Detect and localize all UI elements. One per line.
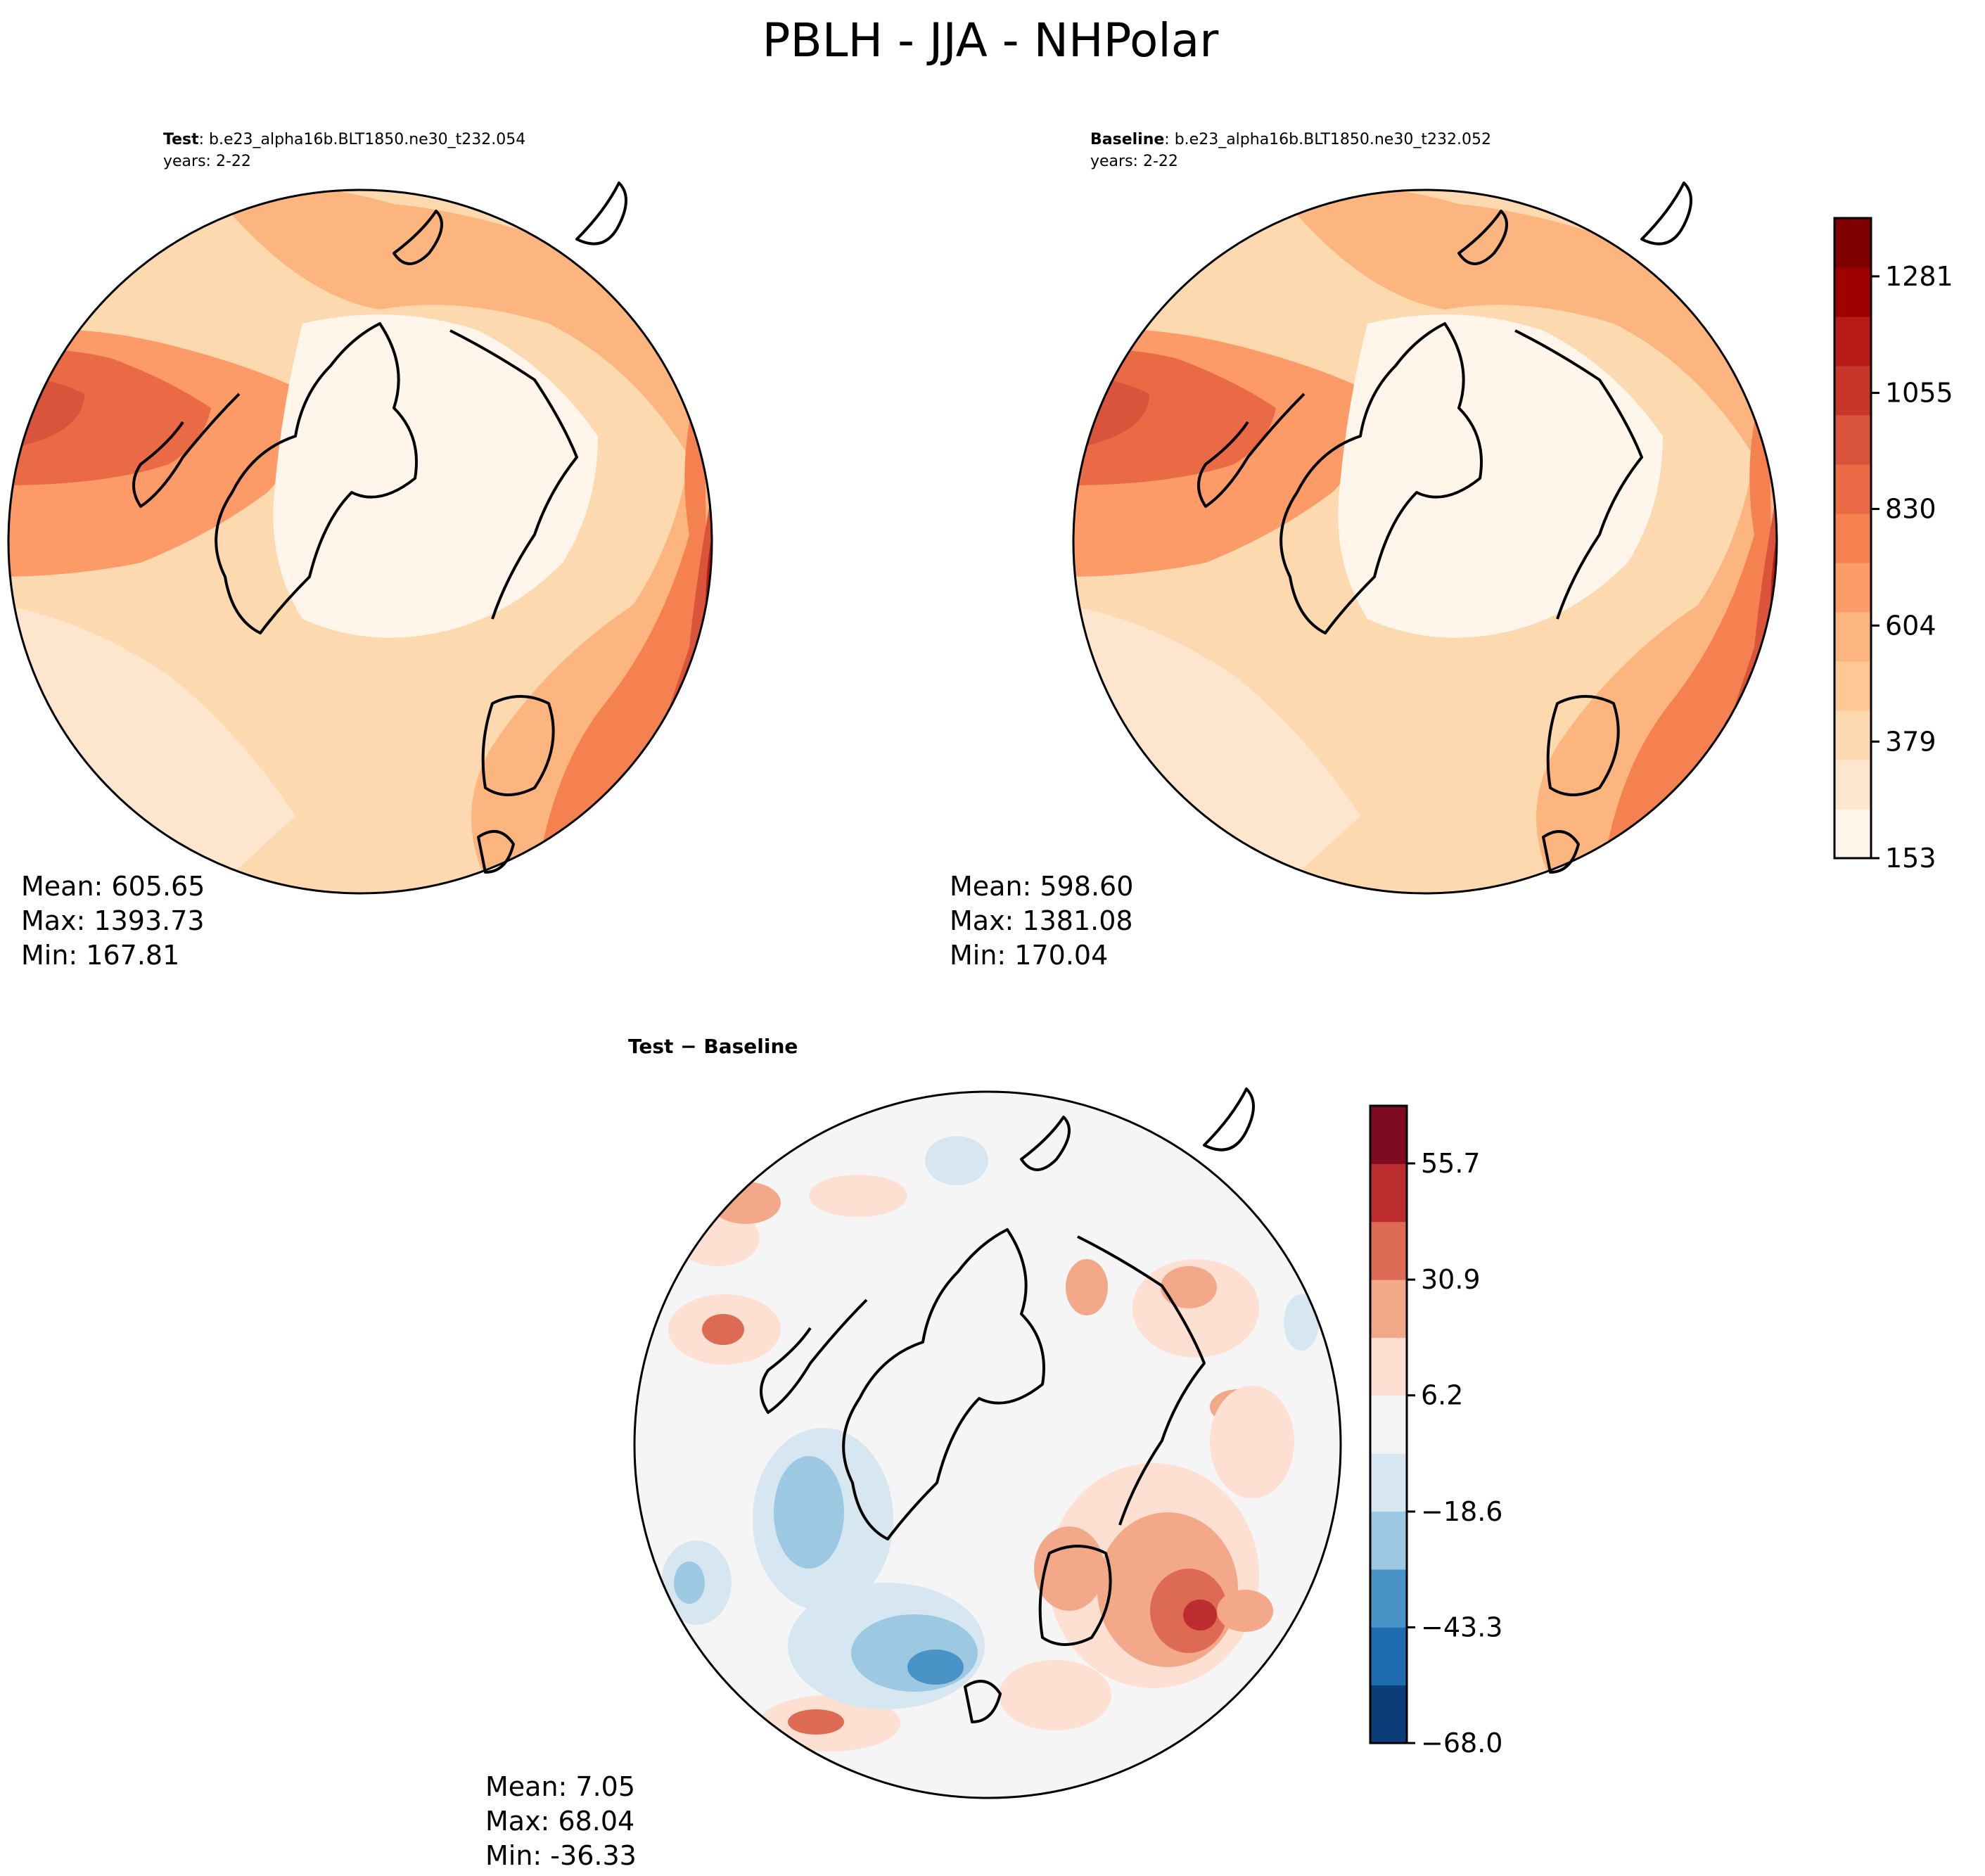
baseline-coastlines [1197,181,1692,874]
svg-text:Baseline: b.e23_alpha16b.BLT18: Baseline: b.e23_alpha16b.BLT1850.ne30_t2… [1090,131,1491,148]
difference-stat-min: Min: -36.33 [485,1840,637,1871]
difference-colorbar-segment [1370,1106,1407,1164]
test-stat-max: Max: 1393.73 [21,905,205,936]
test-stat-min: Min: 167.81 [21,940,179,971]
difference-colorbar-segment [1370,1221,1407,1280]
test-coastlines [132,181,627,874]
absolute-colorbar-segment [1834,464,1871,514]
difference-colorbar-segment [1370,1511,1407,1570]
absolute-colorbar-segment [1834,267,1871,317]
absolute-colorbar-tick-label: 153 [1885,843,1936,874]
difference-colorbar-frame [1369,1104,1408,1744]
absolute-colorbar-segment [1834,563,1871,613]
absolute-colorbar-segment [1834,366,1871,416]
test-years: years: 2-22 [163,153,251,170]
absolute-colorbar-segment [1834,317,1871,366]
test-panel-label: Test [163,131,199,148]
absolute-colorbar-tick-label: 1281 [1885,261,1953,292]
difference-field [634,1092,1341,1798]
baseline-panel-label: Baseline [1090,131,1164,148]
difference-panel-label: Test − Baseline [628,1035,798,1058]
absolute-colorbar-segment [1834,809,1871,859]
difference-colorbar-tick-label: −43.3 [1421,1612,1502,1642]
difference-colorbar-segment [1370,1280,1407,1338]
difference-colorbar-segment [1370,1395,1407,1454]
difference-colorbar-tick-label: 6.2 [1421,1380,1463,1411]
absolute-colorbar-segment [1834,760,1871,810]
absolute-colorbar-segment [1834,710,1871,760]
difference-colorbar-segment [1370,1163,1407,1223]
baseline-stat-mean: Mean: 598.60 [950,871,1133,902]
test-stat-mean: Mean: 605.65 [21,871,205,902]
difference-colorbar-tick-label: −18.6 [1421,1496,1502,1527]
test-map-boundary [7,189,713,895]
figure-title: PBLH - JJA - NHPolar [762,13,1220,68]
baseline-stat-max: Max: 1381.08 [950,905,1133,936]
difference-colorbar-tick-label: −68.0 [1421,1728,1502,1759]
absolute-colorbar-tick-label: 604 [1885,610,1936,641]
difference-colorbar-segment [1370,1337,1407,1396]
absolute-colorbar-tick-label: 379 [1885,726,1936,757]
absolute-colorbar-segment [1834,612,1871,662]
difference-coastlines [760,1087,1255,1723]
absolute-colorbar: 153 379 604 830 1055 1281 [1833,217,1953,874]
difference-map-boundary [633,1090,1342,1799]
absolute-colorbar-segment [1834,661,1871,711]
difference-colorbar: −68.0 −43.3 −18.6 6.2 30.9 55.7 [1369,1104,1502,1759]
difference-colorbar-segment [1370,1627,1407,1686]
difference-colorbar-tick-label: 55.7 [1421,1148,1481,1179]
absolute-colorbar-segment [1834,218,1871,268]
baseline-map-boundary [1072,189,1778,895]
absolute-colorbar-segment [1834,415,1871,465]
difference-stat-mean: Mean: 7.05 [485,1771,635,1802]
absolute-colorbar-tick-label: 830 [1885,494,1936,525]
absolute-colorbar-frame [1833,217,1872,860]
baseline-case-name: : b.e23_alpha16b.BLT1850.ne30_t232.052 [1164,131,1491,148]
difference-colorbar-segment [1370,1685,1407,1744]
baseline-years: years: 2-22 [1090,153,1178,170]
difference-map-panel: Test − Baseline [485,1035,1342,1871]
baseline-stat-min: Min: 170.04 [950,940,1108,971]
difference-colorbar-segment [1370,1569,1407,1628]
difference-colorbar-segment [1370,1453,1407,1512]
test-map-panel: Test: b.e23_alpha16b.BLT1850.ne30_t232.0… [7,131,713,971]
difference-colorbar-tick-label: 30.9 [1421,1264,1481,1295]
absolute-colorbar-segment [1834,513,1871,563]
baseline-map-panel: Baseline: b.e23_alpha16b.BLT1850.ne30_t2… [950,131,1778,971]
difference-stat-max: Max: 68.04 [485,1806,634,1837]
test-case-name: : b.e23_alpha16b.BLT1850.ne30_t232.054 [199,131,526,148]
svg-text:Test: b.e23_alpha16b.BLT1850.n: Test: b.e23_alpha16b.BLT1850.ne30_t232.0… [163,131,525,148]
absolute-colorbar-tick-label: 1055 [1885,378,1953,409]
